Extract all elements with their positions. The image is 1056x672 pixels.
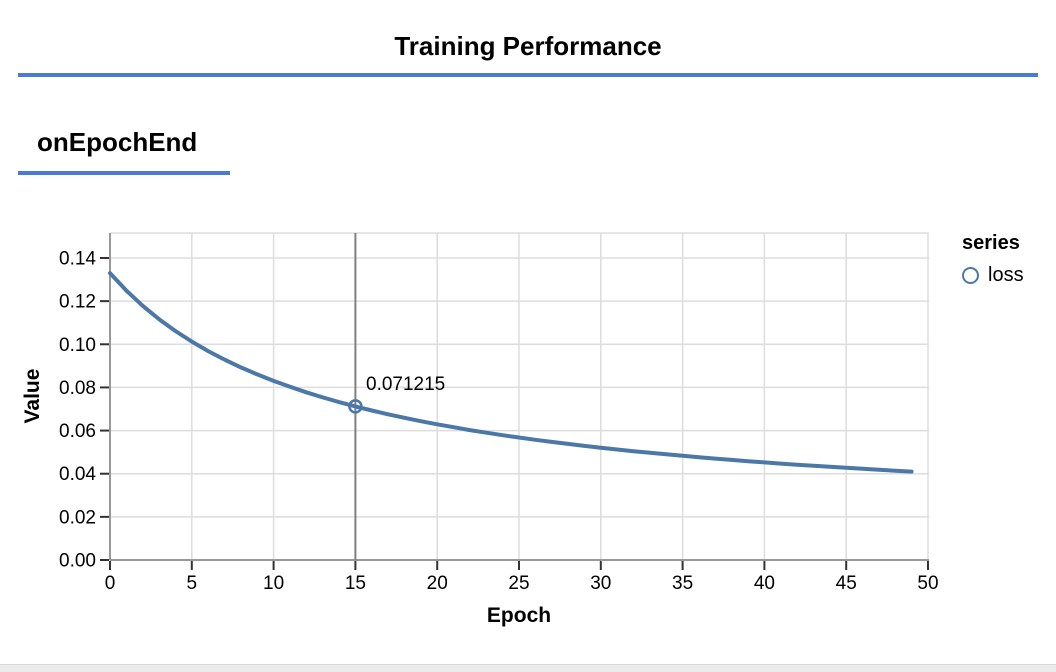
y-tick-label: 0.08: [59, 378, 96, 399]
title-underline-accent: [18, 73, 1038, 77]
x-tick-label: 0: [105, 573, 116, 594]
x-tick-label: 30: [590, 573, 611, 594]
y-tick-label: 0.02: [59, 507, 96, 528]
x-tick-label: 25: [508, 573, 529, 594]
y-tick-label: 0.04: [59, 464, 96, 485]
x-tick-label: 50: [917, 573, 938, 594]
y-tick-label: 0.10: [59, 335, 96, 356]
legend-entry-loss: loss: [962, 264, 1024, 287]
horizontal-scrollbar[interactable]: [0, 664, 1056, 672]
hover-point-marker: [348, 399, 363, 414]
section-title-onepochend: onEpochEnd: [37, 127, 198, 157]
y-tick-label: 0.12: [59, 292, 96, 313]
y-tick-label: 0.14: [59, 249, 96, 270]
x-tick-label: 5: [187, 573, 198, 594]
x-tick-label: 10: [263, 573, 284, 594]
x-tick-label: 45: [836, 573, 857, 594]
legend-label: loss: [988, 264, 1024, 286]
x-tick-label: 20: [427, 573, 448, 594]
x-tick-label: 15: [345, 573, 366, 594]
legend-title: series: [962, 232, 1020, 254]
open-circle-icon: [962, 267, 979, 284]
y-tick-label: 0.00: [59, 551, 96, 572]
y-axis-title: Value: [21, 368, 44, 424]
page-title: Training Performance: [394, 31, 662, 61]
section-underline-accent: [18, 171, 230, 175]
x-tick-label: 40: [754, 573, 775, 594]
legend: series loss: [962, 232, 1024, 287]
x-axis-title: Epoch: [486, 604, 552, 627]
y-tick-label: 0.06: [59, 421, 96, 442]
loss-line: [108, 271, 914, 474]
x-tick-label: 35: [672, 573, 693, 594]
hover-tooltip-value: 0.071215: [366, 374, 446, 395]
